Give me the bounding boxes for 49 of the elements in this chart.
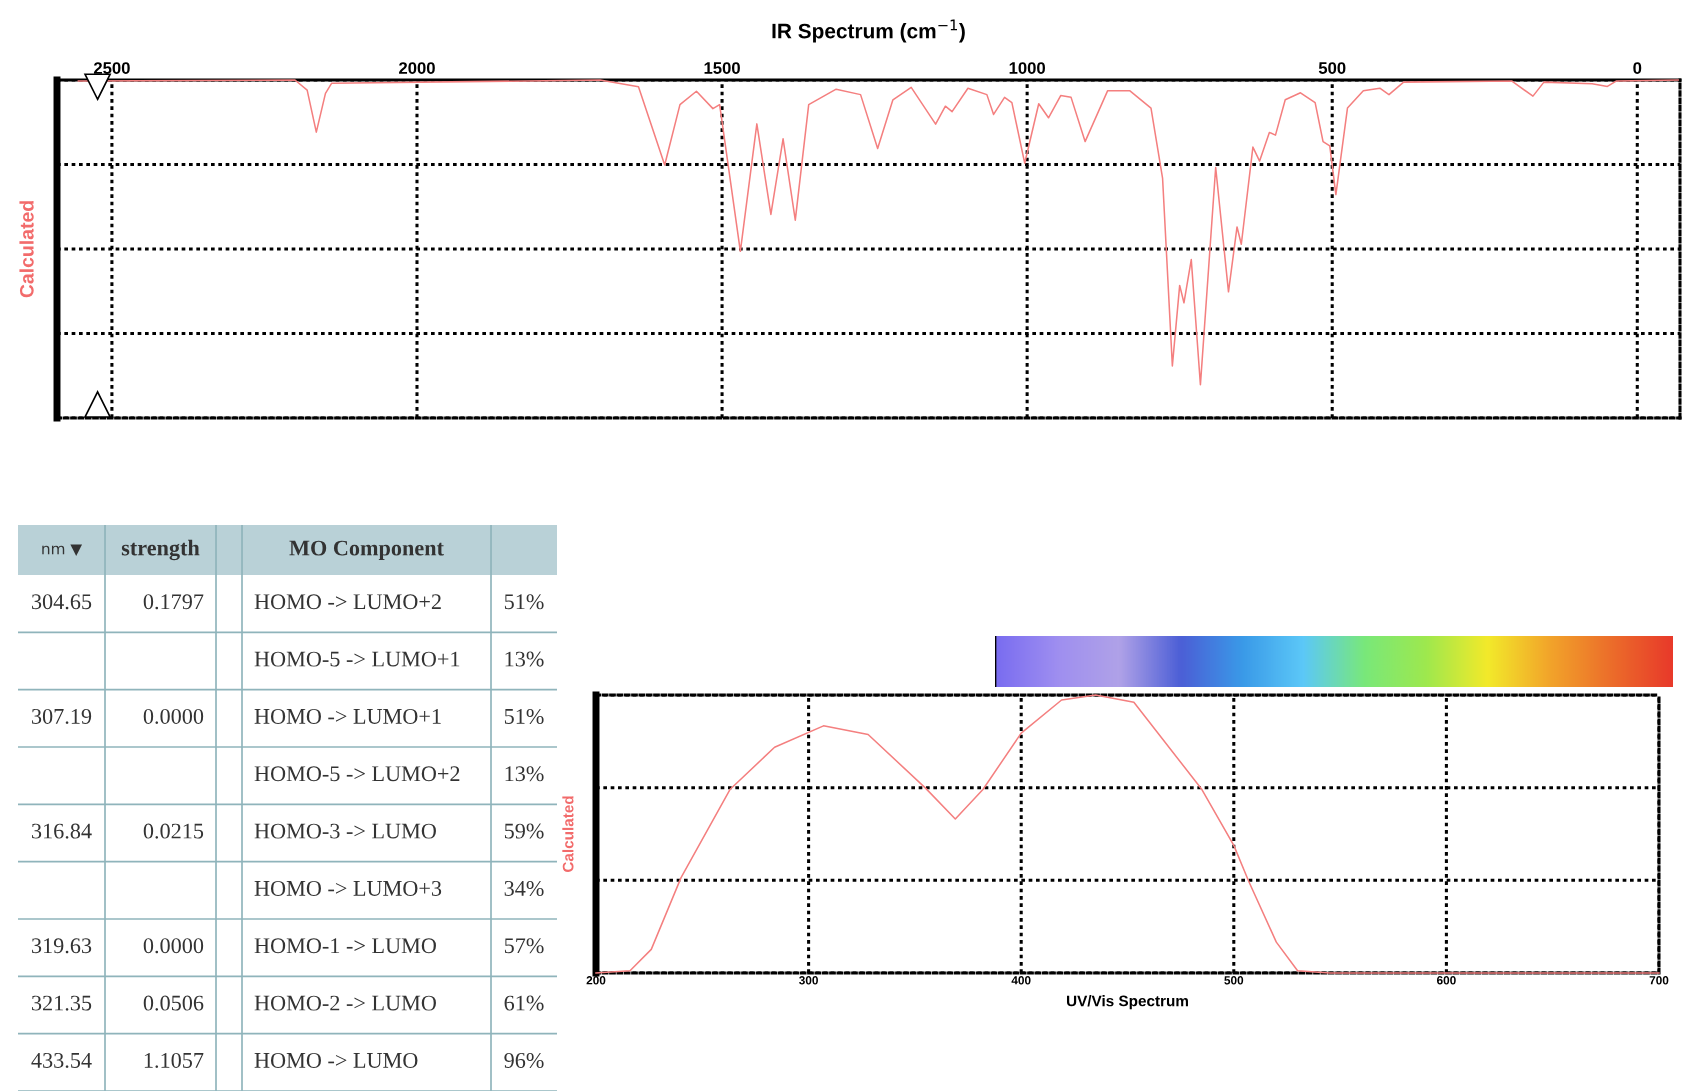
text: 13%	[505, 651, 544, 667]
text: 0.1797	[143, 594, 204, 610]
text: 0.0000	[143, 938, 204, 954]
x-tick-label: 500	[1224, 976, 1244, 985]
x-tick-label: 0	[1633, 62, 1642, 74]
x-axis-title: UV/Vis Spectrum	[1067, 995, 1188, 1010]
text: 34%	[504, 880, 544, 896]
text: 57%	[504, 938, 544, 954]
x-tick-label: 1500	[704, 62, 740, 74]
category-label: MO Component	[289, 540, 444, 561]
text: 59%	[504, 823, 544, 839]
y-axis-title: Calculated	[562, 796, 574, 872]
text: 51%	[504, 708, 544, 724]
x-tick-label: 300	[799, 976, 818, 985]
text: 61%	[504, 995, 544, 1011]
x-tick-label: 500	[1318, 62, 1346, 74]
text: 0.0215	[143, 823, 204, 839]
category-label: nm ▼	[42, 544, 83, 557]
text: HOMO-5 -> LUMO+2	[254, 766, 460, 782]
x-tick-label: 2000	[399, 62, 435, 74]
text: 1.1057	[144, 1052, 204, 1068]
x-tick-label: 400	[1011, 976, 1031, 985]
text: HOMO -> LUMO+3	[254, 880, 442, 896]
text: 307.19	[32, 708, 92, 724]
x-tick-label: 2500	[93, 62, 130, 74]
category-label: strength	[121, 539, 200, 561]
x-tick-label: 200	[586, 976, 606, 985]
text: 0.0000	[143, 708, 204, 724]
text: HOMO-2 -> LUMO	[254, 995, 436, 1011]
chart-title: IR Spectrum (cm$^{−1}$)	[772, 19, 965, 43]
text: 96%	[504, 1052, 544, 1068]
text: 433.54	[31, 1052, 92, 1068]
text: 319.63	[32, 938, 92, 954]
text: HOMO-3 -> LUMO	[254, 823, 436, 839]
text: HOMO -> LUMO+1	[254, 708, 441, 724]
text: HOMO-1 -> LUMO	[254, 938, 436, 954]
text: 0.0506	[143, 995, 204, 1011]
text: 51%	[504, 594, 544, 610]
text: HOMO -> LUMO+2	[254, 594, 441, 610]
y-axis-title: Calculated	[19, 201, 34, 298]
text: 304.65	[32, 594, 92, 610]
text: 321.35	[32, 995, 92, 1011]
x-tick-label: 700	[1649, 976, 1669, 985]
text: HOMO-5 -> LUMO+1	[254, 651, 460, 667]
text: 13%	[505, 766, 544, 782]
text: 316.84	[32, 823, 92, 839]
x-tick-label: 600	[1436, 976, 1456, 985]
x-tick-label: 1000	[1009, 62, 1045, 74]
text: HOMO -> LUMO	[254, 1052, 418, 1068]
